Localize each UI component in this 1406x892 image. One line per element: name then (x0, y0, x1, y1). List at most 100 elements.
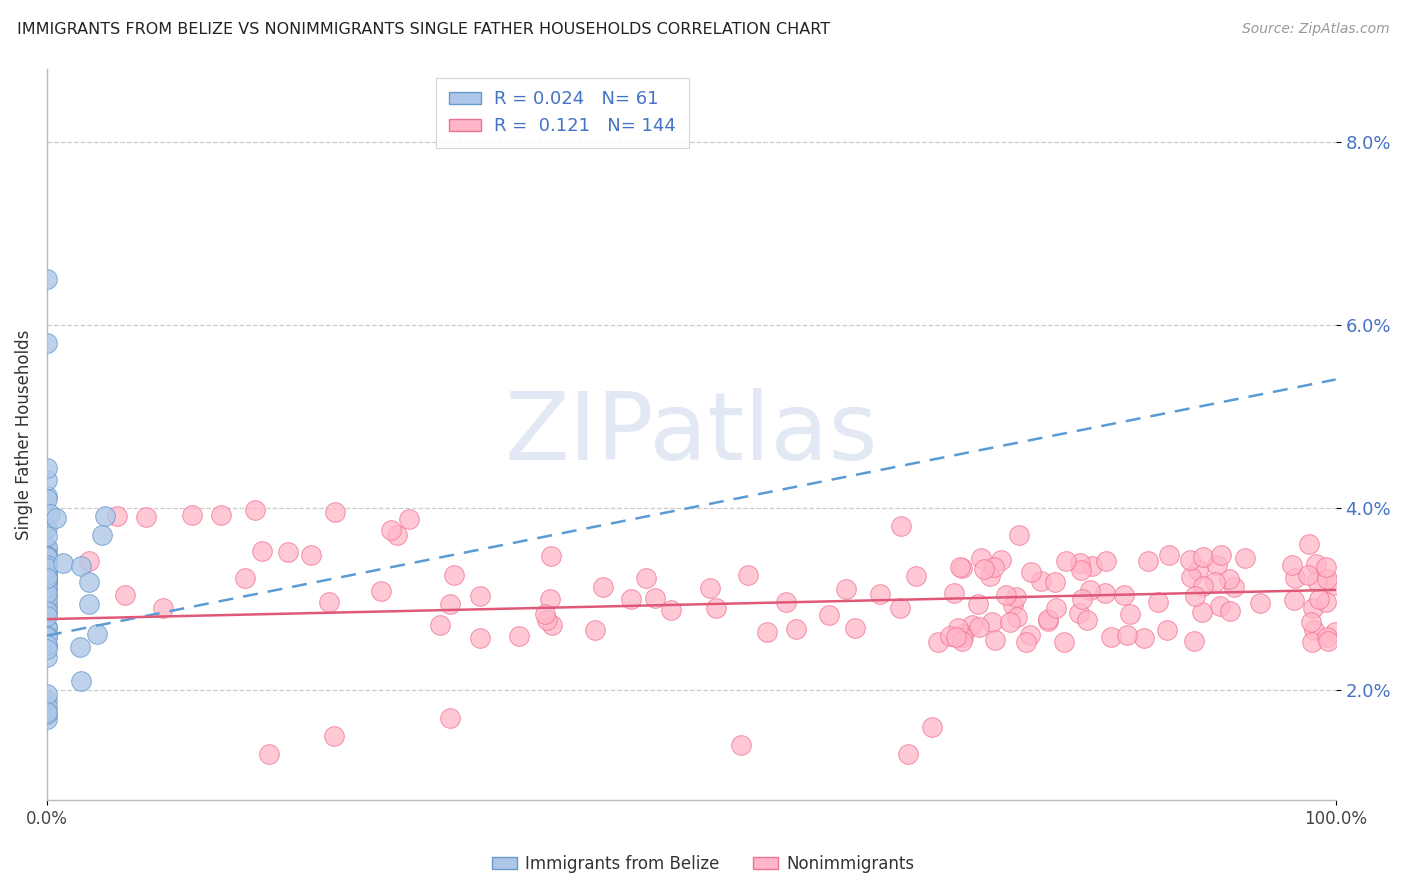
Point (1036, 615, 1059, 629)
Point (1308, 591, 1330, 606)
Point (35, 554, 58, 568)
Point (890, 518, 912, 533)
Point (70, 558, 93, 573)
Point (583, 623, 606, 637)
Point (1305, 574, 1327, 588)
Point (35, 581, 58, 595)
Point (1019, 566, 1042, 580)
Point (949, 560, 972, 574)
Point (1071, 592, 1094, 607)
Point (35, 335, 58, 350)
Point (1316, 631, 1339, 645)
Point (1133, 632, 1156, 646)
Point (1191, 550, 1213, 565)
Point (70, 673, 93, 688)
Point (970, 551, 993, 566)
Text: Source: ZipAtlas.com: Source: ZipAtlas.com (1241, 22, 1389, 37)
Point (1211, 548, 1233, 562)
Point (834, 582, 856, 597)
Point (1298, 537, 1320, 551)
Point (973, 562, 995, 576)
Point (35, 460, 58, 475)
Legend: Immigrants from Belize, Nonimmigrants: Immigrants from Belize, Nonimmigrants (485, 848, 921, 880)
Point (981, 615, 1004, 629)
Point (35, 543, 58, 558)
Point (233, 571, 256, 585)
Point (114, 588, 136, 602)
Point (1218, 572, 1240, 586)
Point (1053, 635, 1076, 649)
Point (1302, 624, 1324, 638)
Point (35, 579, 58, 593)
Point (38, 507, 60, 521)
Point (387, 528, 409, 542)
Point (998, 615, 1021, 630)
Point (1076, 613, 1098, 627)
Y-axis label: Single Father Households: Single Father Households (15, 329, 32, 540)
Point (1192, 578, 1215, 592)
Point (1054, 553, 1077, 567)
Point (35, 591, 58, 605)
Point (1159, 548, 1181, 562)
Point (35, 642, 58, 657)
Point (508, 628, 530, 642)
Point (77, 554, 100, 568)
Point (1156, 623, 1178, 637)
Point (704, 600, 727, 615)
Point (35, 582, 58, 596)
Point (1219, 604, 1241, 618)
Point (1316, 634, 1339, 648)
Point (277, 545, 299, 559)
Point (35, 650, 58, 665)
Point (1187, 563, 1209, 577)
Point (398, 511, 420, 525)
Point (540, 549, 562, 563)
Point (35, 529, 58, 543)
Point (35, 621, 58, 635)
Point (952, 630, 974, 644)
Point (1069, 607, 1091, 621)
Point (1005, 590, 1028, 604)
Point (1323, 578, 1346, 592)
Point (1315, 560, 1337, 574)
Point (921, 720, 943, 734)
Point (259, 747, 281, 762)
Point (889, 600, 911, 615)
Point (91, 528, 114, 542)
Point (35, 569, 58, 583)
Point (209, 508, 232, 522)
Point (1209, 599, 1232, 614)
Point (1305, 557, 1327, 571)
Point (429, 618, 451, 632)
Point (1116, 628, 1139, 642)
Point (1191, 606, 1213, 620)
Point (699, 581, 721, 595)
Point (1002, 599, 1025, 613)
Point (35, 700, 58, 714)
Point (1031, 574, 1053, 589)
Point (945, 630, 967, 644)
Point (439, 597, 461, 611)
Point (983, 560, 1005, 574)
Point (1296, 567, 1319, 582)
Point (152, 600, 174, 615)
Point (35, 492, 58, 507)
Point (1249, 597, 1271, 611)
Point (243, 503, 266, 517)
Point (1284, 592, 1306, 607)
Point (538, 592, 561, 607)
Text: IMMIGRANTS FROM BELIZE VS NONIMMIGRANTS SINGLE FATHER HOUSEHOLDS CORRELATION CHA: IMMIGRANTS FROM BELIZE VS NONIMMIGRANTS … (17, 22, 830, 37)
Point (35, 541, 58, 555)
Point (35, 605, 58, 619)
Point (1118, 607, 1140, 621)
Point (35, 597, 58, 611)
Point (1015, 635, 1038, 649)
Point (943, 586, 966, 600)
Point (775, 595, 797, 609)
Point (1137, 554, 1160, 568)
Point (105, 509, 128, 524)
Point (946, 621, 969, 635)
Point (1094, 586, 1116, 600)
Point (35, 473, 58, 487)
Point (1281, 558, 1303, 572)
